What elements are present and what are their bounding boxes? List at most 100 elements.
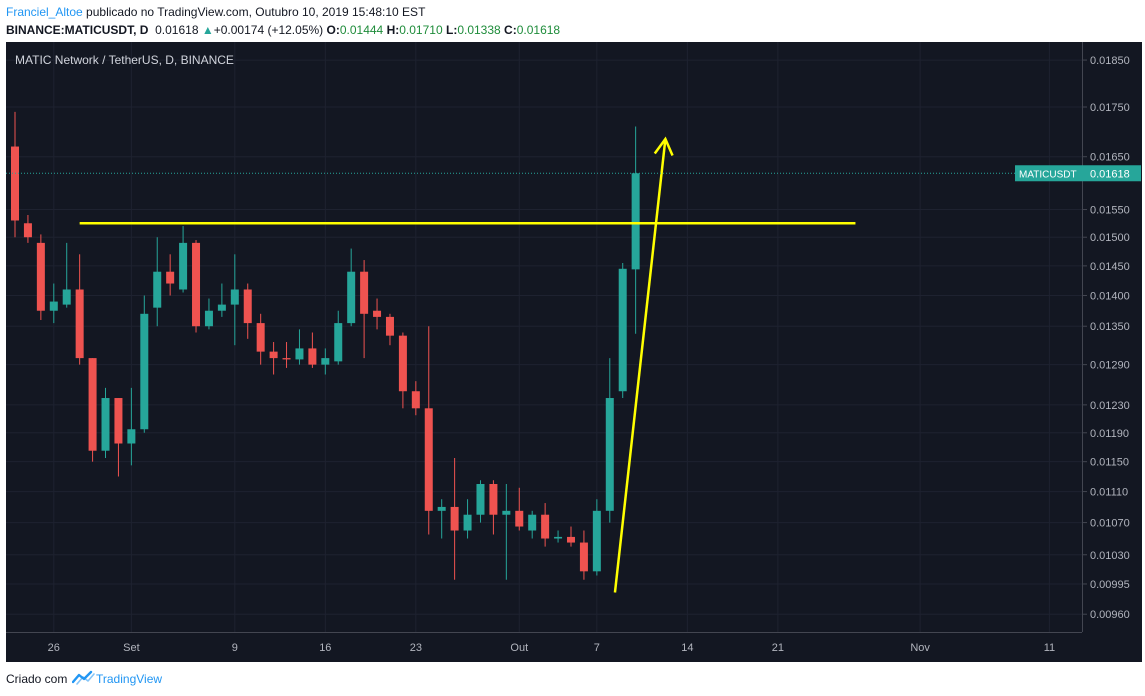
candle-body [75, 289, 84, 359]
candle-body [347, 271, 356, 324]
candle-bearish [36, 234, 45, 320]
candle-body [308, 348, 317, 365]
candle-bearish [566, 526, 575, 547]
candle-bearish [166, 254, 175, 296]
created-with-label: Criado com [6, 672, 68, 686]
time-tick-label: 9 [232, 642, 238, 654]
candle-bullish [295, 329, 304, 365]
candle-bearish [269, 342, 278, 375]
candle-bearish [398, 332, 407, 409]
candle-body [62, 289, 71, 305]
price-tick-label: 0.00960 [1090, 609, 1130, 621]
candle-body [127, 429, 136, 444]
candle-bearish [308, 332, 317, 368]
up-arrow-icon: ▲ [201, 23, 214, 37]
candle-bullish [502, 484, 511, 580]
price-tick-label: 0.01290 [1090, 360, 1130, 372]
publication-line: Franciel_Altoe publicado no TradingView.… [6, 5, 425, 19]
candle-bullish [179, 226, 188, 293]
candle-bearish [88, 358, 97, 462]
candle-body [385, 316, 394, 336]
candle-bearish [450, 458, 459, 580]
candle-bullish [217, 283, 226, 317]
candle-body [360, 271, 369, 314]
candle-body [618, 268, 627, 392]
time-axis[interactable]: 26 Set 9 16 23 Out 7 14 21 Nov 11 [48, 642, 1055, 654]
candle-bullish [554, 530, 563, 543]
candle-body [243, 289, 252, 324]
candle-body [88, 358, 97, 451]
candle-bullish [127, 387, 136, 466]
candle-body [373, 310, 382, 317]
candle-bearish [411, 381, 420, 416]
candle-body [605, 398, 614, 511]
footer: Criado com TradingView [0, 662, 1145, 696]
candle-body [334, 323, 343, 362]
candle-body [398, 335, 407, 392]
candle-bullish [204, 298, 213, 330]
candle-bearish [75, 254, 84, 365]
last-price-value: 0.01618 [1090, 168, 1130, 180]
candles [11, 111, 640, 580]
time-tick-label: Set [123, 642, 140, 654]
candle-bearish [243, 283, 252, 339]
candle-body [204, 310, 213, 327]
tradingview-logo-icon[interactable] [72, 670, 96, 686]
candle-bearish [373, 298, 382, 330]
candle-bearish [192, 240, 201, 333]
tradingview-brand-link[interactable]: TradingView [96, 672, 163, 686]
candle-body [101, 398, 110, 451]
candle-bearish [11, 111, 19, 238]
candle-bullish [347, 248, 356, 327]
candle-bullish [49, 283, 58, 324]
candle-bullish [618, 262, 627, 399]
author-link[interactable]: Franciel_Altoe [6, 5, 83, 19]
time-tick-label: 16 [319, 642, 331, 654]
price-tick-label: 0.01650 [1090, 152, 1130, 164]
price-tick-label: 0.01150 [1090, 457, 1129, 469]
candle-bearish [424, 326, 433, 535]
price-tick-label: 0.01030 [1090, 550, 1130, 562]
price-chart[interactable]: MATICUSDT 0.01618 0.018500.017500.016500.… [0, 42, 1145, 662]
candle-bullish [101, 387, 110, 459]
candle-body [592, 510, 601, 572]
candle-body [554, 536, 563, 539]
time-tick-label: 21 [772, 642, 784, 654]
last-price: 0.01618 [155, 23, 199, 37]
candle-body [295, 348, 304, 360]
price-axis[interactable]: 0.01850 0.01750 0.01650 0.01550 0.01500 0.014… [1082, 55, 1130, 621]
candle-body [502, 510, 511, 515]
candle-body [36, 242, 45, 311]
candle-bearish [256, 313, 265, 365]
time-tick-label: 23 [410, 642, 422, 654]
candle-body [192, 242, 201, 327]
price-tick-label: 0.01550 [1090, 205, 1130, 217]
price-tick-label: 0.01230 [1090, 400, 1130, 412]
candle-bullish [463, 499, 472, 539]
last-price-badge [1015, 165, 1141, 182]
price-tick-label: 0.01350 [1090, 321, 1130, 333]
chart-area[interactable]: MATICUSDT 0.01618 0.01850 0.01750 0.01650 0.… [0, 42, 1145, 662]
candle-body [217, 304, 226, 311]
low-label: L: [445, 23, 458, 37]
symbol-label: BINANCE:MATICUSDT, D [6, 23, 149, 37]
candle-body [269, 351, 278, 359]
candle-bullish [140, 295, 149, 433]
candle-body [321, 358, 330, 365]
open-value: 0.01444 [339, 23, 384, 37]
trend-arrow-line [613, 138, 667, 593]
candle-bullish [62, 242, 71, 308]
price-tick-label: 0.00995 [1090, 579, 1130, 591]
close-label: C: [504, 23, 517, 37]
candle-body [256, 323, 265, 352]
candle-bullish [334, 310, 343, 365]
price-tick-label: 0.01070 [1090, 518, 1130, 530]
candle-body [153, 271, 162, 308]
candle-body [579, 542, 588, 572]
time-tick-label: Out [510, 642, 528, 654]
candle-body [114, 398, 123, 444]
candle-body [11, 146, 19, 221]
candle-bearish [541, 503, 550, 547]
price-tick-label: 0.01190 [1090, 428, 1129, 440]
close-value: 0.01618 [516, 23, 561, 37]
